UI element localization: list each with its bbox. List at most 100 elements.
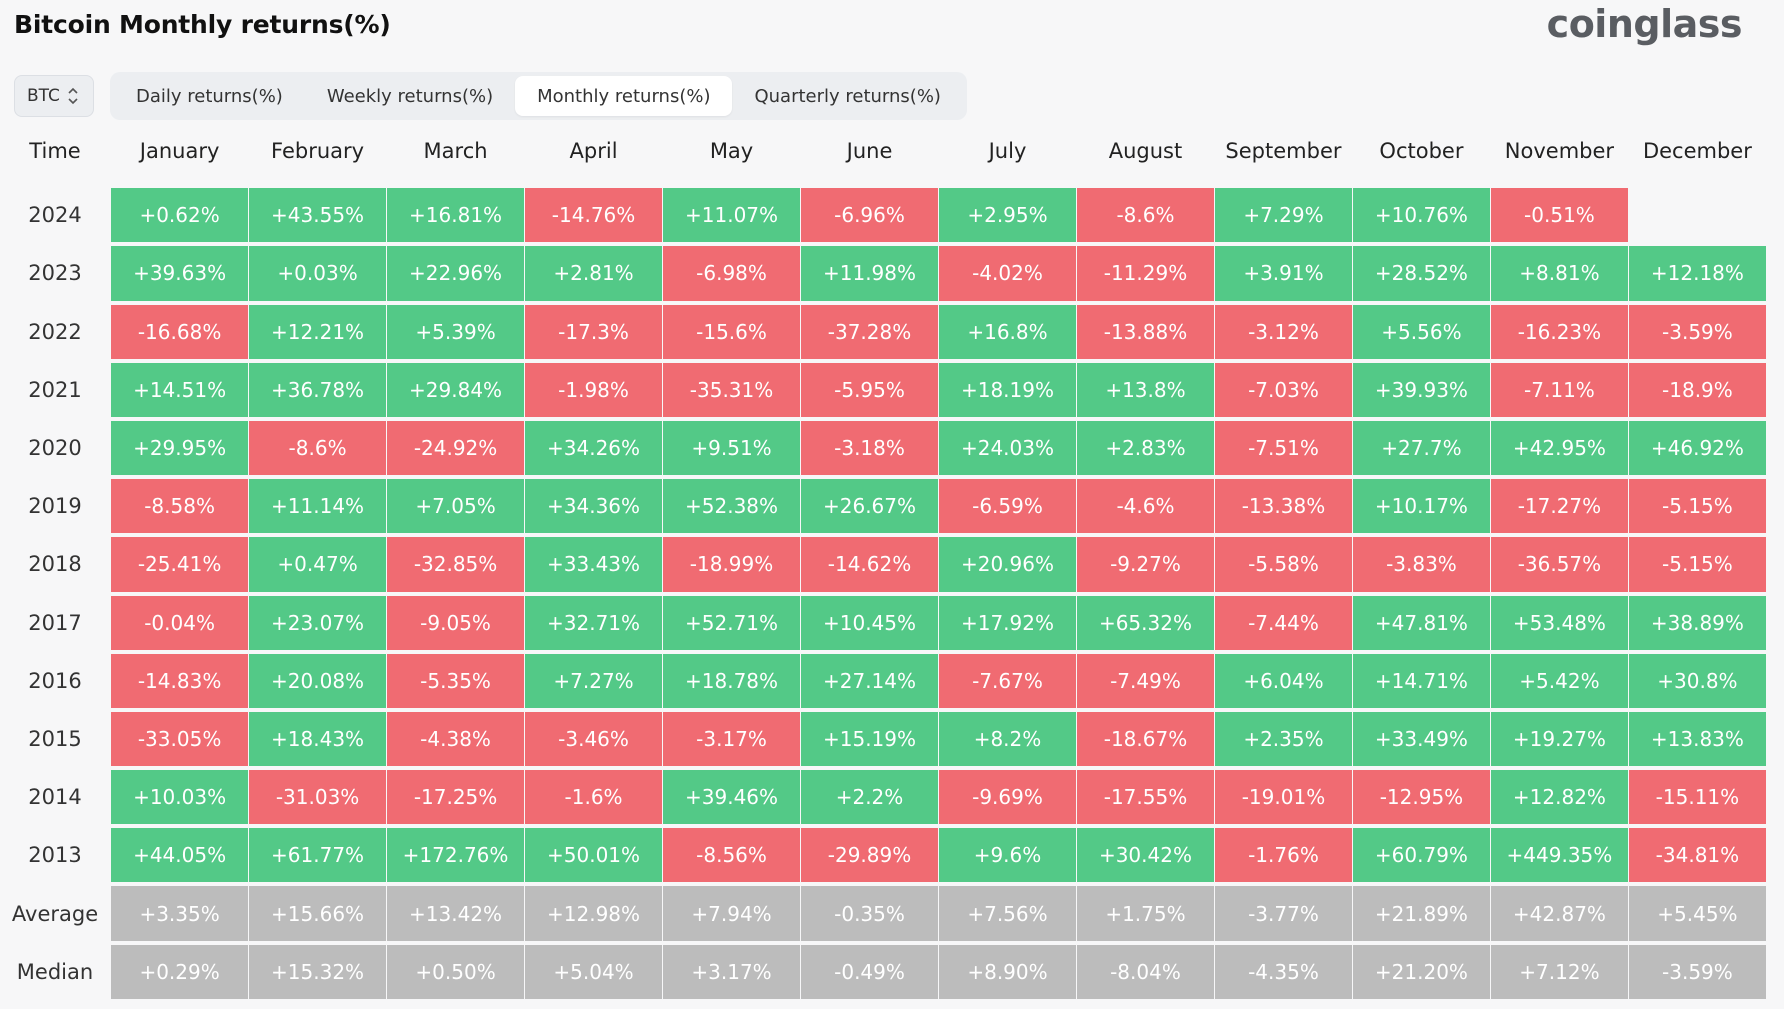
return-cell: -7.51%	[1215, 420, 1352, 476]
return-cell: -17.25%	[387, 770, 524, 825]
header-month: June	[846, 139, 893, 163]
header-month: April	[569, 139, 618, 163]
return-cell: +5.42%	[1491, 653, 1628, 708]
return-cell: -3.83%	[1353, 537, 1490, 592]
tab-weekly-returns[interactable]: Weekly returns(%)	[326, 85, 494, 107]
page-title: Bitcoin Monthly returns(%)	[14, 10, 391, 39]
return-cell: -8.6%	[1077, 188, 1214, 243]
return-cell: +42.95%	[1491, 420, 1628, 476]
year-label: 2018	[28, 552, 82, 577]
summary-cell: +0.29%	[111, 944, 248, 999]
return-cell: -3.17%	[663, 711, 800, 767]
return-cell: +39.93%	[1353, 362, 1490, 417]
return-cell: -17.3%	[525, 304, 662, 359]
return-cell: +18.19%	[939, 362, 1076, 417]
return-cell: +2.35%	[1215, 711, 1352, 767]
return-cell: +10.17%	[1353, 479, 1490, 534]
return-cell: -12.95%	[1353, 770, 1490, 825]
return-cell: +16.81%	[387, 188, 524, 243]
return-cell: -18.9%	[1629, 362, 1766, 417]
return-cell: -33.05%	[111, 711, 248, 767]
return-cell: +18.43%	[249, 711, 386, 767]
return-cell: -1.76%	[1215, 828, 1352, 883]
coin-select[interactable]: BTC	[14, 75, 94, 117]
return-cell: -19.01%	[1215, 770, 1352, 825]
summary-cell: +5.04%	[525, 944, 662, 999]
summary-cell: +7.12%	[1491, 944, 1628, 999]
coin-select-value: BTC	[27, 86, 60, 106]
return-cell: +13.8%	[1077, 362, 1214, 417]
return-cell: +32.71%	[525, 595, 662, 650]
return-cell: +52.38%	[663, 479, 800, 534]
return-cell: +23.07%	[249, 595, 386, 650]
return-cell: +50.01%	[525, 828, 662, 883]
return-cell: -6.96%	[801, 188, 938, 243]
header-month: October	[1379, 139, 1464, 163]
return-cell: -3.12%	[1215, 304, 1352, 359]
return-cell: +14.71%	[1353, 653, 1490, 708]
return-cell: +12.21%	[249, 304, 386, 359]
return-cell: -9.27%	[1077, 537, 1214, 592]
returns-table: Time January February March April May June July…	[0, 128, 1766, 1001]
return-cell: +0.47%	[249, 537, 386, 592]
tab-daily-returns[interactable]: Daily returns(%)	[136, 85, 283, 107]
return-cell: +60.79%	[1353, 828, 1490, 883]
year-label: 2019	[28, 494, 82, 519]
return-cell: -3.59%	[1629, 304, 1766, 359]
return-cell: -25.41%	[111, 537, 248, 592]
return-cell: +29.95%	[111, 420, 248, 476]
return-cell: +26.67%	[801, 479, 938, 534]
year-label: 2013	[28, 843, 82, 868]
brand-logo: coinglass	[1546, 2, 1743, 46]
return-cell: -29.89%	[801, 828, 938, 883]
return-cell: -8.6%	[249, 420, 386, 476]
return-cell: -7.11%	[1491, 362, 1628, 417]
return-cell: +27.14%	[801, 653, 938, 708]
tab-quarterly-returns[interactable]: Quarterly returns(%)	[754, 85, 941, 107]
return-cell: -14.62%	[801, 537, 938, 592]
header-month: March	[423, 139, 488, 163]
year-label: 2023	[28, 261, 82, 286]
summary-cell: +1.75%	[1077, 886, 1214, 941]
header-month: January	[139, 139, 220, 163]
return-cell: +9.51%	[663, 420, 800, 476]
return-cell: -5.35%	[387, 653, 524, 708]
chevron-updown-icon	[68, 87, 78, 105]
return-cell: +38.89%	[1629, 595, 1766, 650]
return-cell: +7.27%	[525, 653, 662, 708]
return-cell: -5.95%	[801, 362, 938, 417]
header-month: February	[271, 139, 365, 163]
returns-tabs: Daily returns(%) Weekly returns(%) Month…	[110, 72, 967, 120]
return-cell: +29.84%	[387, 362, 524, 417]
header-time: Time	[29, 139, 81, 163]
return-cell: -5.15%	[1629, 537, 1766, 592]
summary-cell: -3.77%	[1215, 886, 1352, 941]
return-cell: +30.8%	[1629, 653, 1766, 708]
return-cell: +34.26%	[525, 420, 662, 476]
return-cell: -5.15%	[1629, 479, 1766, 534]
return-cell: +7.05%	[387, 479, 524, 534]
return-cell: -7.49%	[1077, 653, 1214, 708]
return-cell: -7.44%	[1215, 595, 1352, 650]
return-cell: -5.58%	[1215, 537, 1352, 592]
return-cell: -18.67%	[1077, 711, 1214, 767]
return-cell: +52.71%	[663, 595, 800, 650]
summary-cell: +3.17%	[663, 944, 800, 999]
return-cell: +19.27%	[1491, 711, 1628, 767]
tab-monthly-returns[interactable]: Monthly returns(%)	[515, 76, 733, 116]
summary-label: Median	[16, 959, 94, 984]
return-cell: +65.32%	[1077, 595, 1214, 650]
header-month: November	[1504, 139, 1615, 163]
header-month: September	[1225, 139, 1342, 163]
year-label: 2024	[28, 203, 82, 228]
return-cell: -9.05%	[387, 595, 524, 650]
return-cell: +8.2%	[939, 711, 1076, 767]
summary-cell: +21.89%	[1353, 886, 1490, 941]
return-cell: +9.6%	[939, 828, 1076, 883]
return-cell: -24.92%	[387, 420, 524, 476]
return-cell: -37.28%	[801, 304, 938, 359]
summary-cell: +13.42%	[387, 886, 524, 941]
return-cell: +11.98%	[801, 246, 938, 301]
summary-cell: -0.35%	[801, 886, 938, 941]
return-cell: -15.11%	[1629, 770, 1766, 825]
